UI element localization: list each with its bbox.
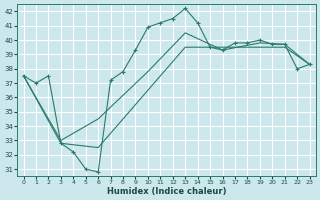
X-axis label: Humidex (Indice chaleur): Humidex (Indice chaleur)	[107, 187, 226, 196]
